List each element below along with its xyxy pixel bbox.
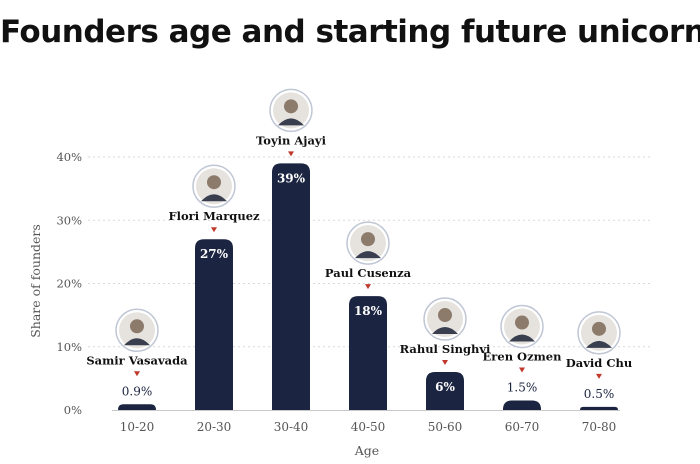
- y-tick-label: 40%: [56, 150, 82, 164]
- founder-name: Samir Vasavada: [86, 353, 188, 367]
- y-axis-label: Share of founders: [28, 224, 43, 338]
- y-axis-ticks: 0% 10% 20% 30% 40%: [56, 150, 82, 417]
- founder-marker: [211, 227, 217, 233]
- founder-avatar: [192, 164, 236, 208]
- bar: [272, 163, 310, 410]
- avatar-shoulders: [278, 118, 304, 126]
- x-tick-label: 40-50: [351, 420, 386, 434]
- avatar-head: [438, 308, 452, 323]
- y-tick-label: 20%: [56, 277, 82, 291]
- x-tick-label: 10-20: [120, 420, 155, 434]
- x-tick-label: 20-30: [197, 420, 232, 434]
- founder-name: Rahul Singhvi: [400, 342, 491, 356]
- founder-marker: [442, 360, 448, 366]
- bar: [580, 406, 618, 410]
- bar: [503, 400, 541, 410]
- x-tick-label: 60-70: [505, 420, 540, 434]
- bar: [426, 372, 464, 410]
- founder-avatar: [500, 304, 544, 349]
- data-label: 18%: [354, 304, 383, 318]
- data-label: 39%: [277, 171, 306, 185]
- founder-marker: [365, 284, 371, 290]
- founder-avatar: [423, 297, 467, 341]
- founder-marker: [288, 151, 294, 157]
- avatar-head: [130, 319, 144, 334]
- x-tick-label: 30-40: [274, 420, 309, 434]
- x-axis-ticks: 10-20 20-30 30-40 40-50 50-60 60-70 70-80: [120, 420, 617, 434]
- bar: [349, 296, 387, 410]
- avatar-shoulders: [509, 334, 535, 342]
- avatar-head: [592, 321, 606, 336]
- data-label: 27%: [200, 247, 229, 261]
- founder-name: Toyin Ajayi: [256, 133, 327, 147]
- avatar-shoulders: [124, 338, 150, 346]
- bar: [195, 239, 233, 410]
- founder-avatar: [115, 308, 159, 353]
- data-label: 1.5%: [507, 381, 538, 395]
- avatar-head: [284, 99, 298, 114]
- y-tick-label: 10%: [56, 340, 82, 354]
- founder-name: Flori Marquez: [168, 209, 260, 223]
- founder-avatar: [577, 311, 621, 355]
- avatar-shoulders: [432, 327, 458, 335]
- data-label: 6%: [435, 380, 455, 394]
- x-axis-label: Age: [354, 443, 379, 458]
- founder-marker: [134, 371, 140, 377]
- bars: 0.9% Samir Vasavada 27% Flori Marquez 39% Toy…: [86, 88, 632, 410]
- data-label: 0.9%: [122, 384, 153, 398]
- founder-avatar: [269, 88, 313, 133]
- avatar-head: [361, 232, 375, 247]
- founder-name: David Chu: [566, 356, 632, 370]
- founder-marker: [596, 373, 602, 379]
- avatar-head: [207, 175, 221, 190]
- avatar-shoulders: [586, 340, 612, 348]
- data-label: 0.5%: [584, 387, 615, 401]
- y-tick-label: 0%: [64, 403, 82, 417]
- founder-name: Eren Ozmen: [483, 350, 563, 364]
- bar: [118, 404, 156, 410]
- founder-marker: [519, 367, 525, 373]
- avatar-shoulders: [355, 251, 381, 259]
- y-tick-label: 30%: [56, 213, 82, 227]
- founder-name: Paul Cusenza: [325, 266, 412, 280]
- chart-title: Founders age and starting future unicorn…: [0, 14, 700, 50]
- avatar-shoulders: [201, 194, 227, 202]
- x-tick-label: 50-60: [428, 420, 463, 434]
- x-tick-label: 70-80: [582, 420, 617, 434]
- avatar-head: [515, 315, 529, 330]
- founder-avatar: [346, 221, 390, 265]
